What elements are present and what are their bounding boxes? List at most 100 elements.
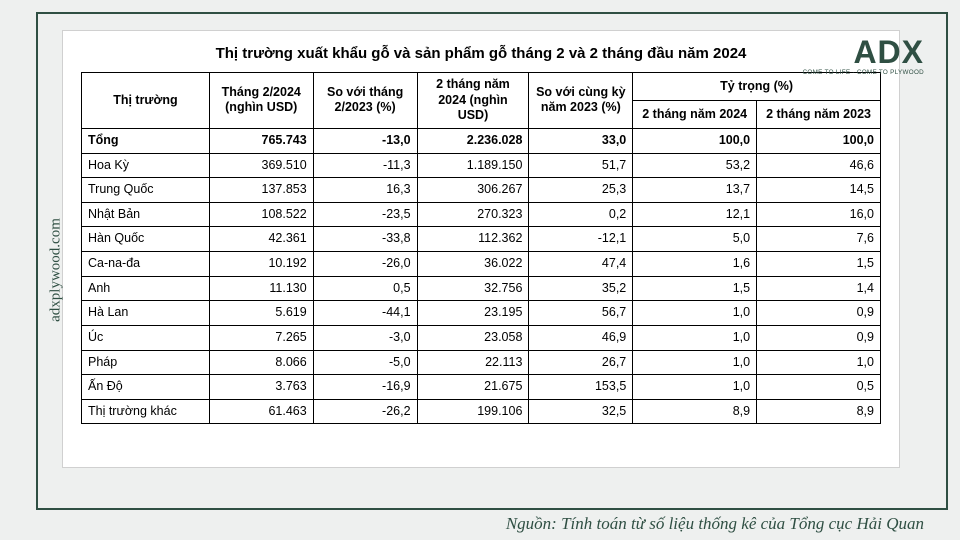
cell: 42.361 xyxy=(209,227,313,252)
cell: 0,2 xyxy=(529,202,633,227)
cell: -16,9 xyxy=(313,375,417,400)
cell: 46,6 xyxy=(757,153,881,178)
cell: 26,7 xyxy=(529,350,633,375)
cell: 23.058 xyxy=(417,325,529,350)
cell: 53,2 xyxy=(633,153,757,178)
brand-logo: ADX COME TO LIFE · COME TO PLYWOOD xyxy=(803,36,924,76)
table-row: Hàn Quốc42.361-33,8112.362-12,15,07,6 xyxy=(82,227,881,252)
cell: 8,9 xyxy=(757,399,881,424)
cell: 35,2 xyxy=(529,276,633,301)
source-note: Nguồn: Tính toán từ số liệu thống kê của… xyxy=(506,514,924,534)
cell: 8,9 xyxy=(633,399,757,424)
cell: 1,0 xyxy=(633,301,757,326)
cell: 22.113 xyxy=(417,350,529,375)
cell: 13,7 xyxy=(633,178,757,203)
cell: 100,0 xyxy=(757,128,881,153)
logo-text: ADX xyxy=(803,36,924,68)
col-market: Thị trường xyxy=(82,73,210,129)
table-row: Pháp8.066-5,022.11326,71,01,0 xyxy=(82,350,881,375)
cell: -44,1 xyxy=(313,301,417,326)
cell: 1,0 xyxy=(633,325,757,350)
cell: 765.743 xyxy=(209,128,313,153)
cell: 1,4 xyxy=(757,276,881,301)
table-row: Anh11.1300,532.75635,21,51,4 xyxy=(82,276,881,301)
cell: 137.853 xyxy=(209,178,313,203)
table-row: Ấn Độ3.763-16,921.675153,51,00,5 xyxy=(82,375,881,400)
cell: 1,6 xyxy=(633,252,757,277)
cell: 306.267 xyxy=(417,178,529,203)
cell: 32,5 xyxy=(529,399,633,424)
col-share-group: Tỷ trọng (%) xyxy=(633,73,881,101)
table-row: Nhật Bản108.522-23,5270.3230,212,116,0 xyxy=(82,202,881,227)
table-title: Thị trường xuất khẩu gỗ và sản phẩm gỗ t… xyxy=(81,41,881,72)
cell: 1.189.150 xyxy=(417,153,529,178)
cell: Nhật Bản xyxy=(82,202,210,227)
cell: 16,3 xyxy=(313,178,417,203)
cell: Thị trường khác xyxy=(82,399,210,424)
cell: 47,4 xyxy=(529,252,633,277)
col-vs-feb2023: So với tháng 2/2023 (%) xyxy=(313,73,417,129)
cell: 23.195 xyxy=(417,301,529,326)
cell: -3,0 xyxy=(313,325,417,350)
table-panel: Thị trường xuất khẩu gỗ và sản phẩm gỗ t… xyxy=(62,30,900,468)
cell: 0,5 xyxy=(757,375,881,400)
table-row: Úc7.265-3,023.05846,91,00,9 xyxy=(82,325,881,350)
cell: Úc xyxy=(82,325,210,350)
cell: 1,0 xyxy=(633,375,757,400)
cell: 199.106 xyxy=(417,399,529,424)
cell: 8.066 xyxy=(209,350,313,375)
cell: -13,0 xyxy=(313,128,417,153)
cell: -23,5 xyxy=(313,202,417,227)
cell: 5,0 xyxy=(633,227,757,252)
cell: 7.265 xyxy=(209,325,313,350)
cell: 1,5 xyxy=(757,252,881,277)
cell: 16,0 xyxy=(757,202,881,227)
cell: -12,1 xyxy=(529,227,633,252)
cell: Hà Lan xyxy=(82,301,210,326)
cell: 12,1 xyxy=(633,202,757,227)
cell: Pháp xyxy=(82,350,210,375)
cell: 7,6 xyxy=(757,227,881,252)
cell: 5.619 xyxy=(209,301,313,326)
export-table: Thị trường Tháng 2/2024 (nghìn USD) So v… xyxy=(81,72,881,424)
cell: 112.362 xyxy=(417,227,529,252)
cell: Trung Quốc xyxy=(82,178,210,203)
col-ytd2024: 2 tháng năm 2024 (nghìn USD) xyxy=(417,73,529,129)
cell: -33,8 xyxy=(313,227,417,252)
cell: 1,0 xyxy=(633,350,757,375)
cell: 3.763 xyxy=(209,375,313,400)
cell: 0,5 xyxy=(313,276,417,301)
cell: -26,0 xyxy=(313,252,417,277)
cell: 14,5 xyxy=(757,178,881,203)
cell: 61.463 xyxy=(209,399,313,424)
cell: 46,9 xyxy=(529,325,633,350)
cell: -5,0 xyxy=(313,350,417,375)
cell: 51,7 xyxy=(529,153,633,178)
cell: Hàn Quốc xyxy=(82,227,210,252)
cell: 25,3 xyxy=(529,178,633,203)
cell: 100,0 xyxy=(633,128,757,153)
table-row: Trung Quốc137.85316,3306.26725,313,714,5 xyxy=(82,178,881,203)
cell: -11,3 xyxy=(313,153,417,178)
cell: 0,9 xyxy=(757,301,881,326)
site-url: adxplywood.com xyxy=(47,218,64,322)
cell: Tổng xyxy=(82,128,210,153)
cell: -26,2 xyxy=(313,399,417,424)
col-share2023: 2 tháng năm 2023 xyxy=(757,100,881,128)
cell: 32.756 xyxy=(417,276,529,301)
logo-tagline: COME TO LIFE · COME TO PLYWOOD xyxy=(803,70,924,76)
table-row: Hà Lan5.619-44,123.19556,71,00,9 xyxy=(82,301,881,326)
table-row: Tổng765.743-13,02.236.02833,0100,0100,0 xyxy=(82,128,881,153)
cell: 10.192 xyxy=(209,252,313,277)
cell: Hoa Kỳ xyxy=(82,153,210,178)
cell: 36.022 xyxy=(417,252,529,277)
cell: 1,5 xyxy=(633,276,757,301)
cell: 11.130 xyxy=(209,276,313,301)
table-row: Ca-na-đa10.192-26,036.02247,41,61,5 xyxy=(82,252,881,277)
col-feb2024: Tháng 2/2024 (nghìn USD) xyxy=(209,73,313,129)
cell: 2.236.028 xyxy=(417,128,529,153)
col-vs-ytd2023: So với cùng kỳ năm 2023 (%) xyxy=(529,73,633,129)
cell: 153,5 xyxy=(529,375,633,400)
cell: Ca-na-đa xyxy=(82,252,210,277)
table-row: Thị trường khác61.463-26,2199.10632,58,9… xyxy=(82,399,881,424)
